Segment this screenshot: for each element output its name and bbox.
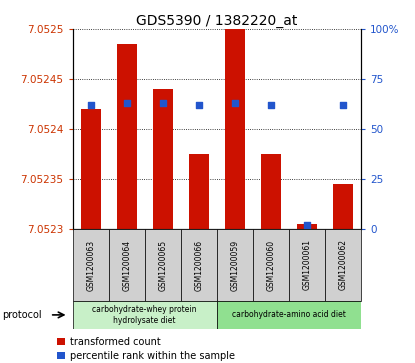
- Text: carbohydrate-amino acid diet: carbohydrate-amino acid diet: [232, 310, 346, 319]
- Point: [340, 102, 347, 108]
- Text: GSM1200060: GSM1200060: [266, 240, 276, 290]
- Bar: [333, 184, 353, 229]
- Bar: [217, 301, 361, 329]
- Point: [123, 100, 130, 106]
- Bar: [225, 4, 245, 229]
- Bar: [253, 229, 289, 301]
- Bar: [289, 229, 325, 301]
- Bar: [153, 89, 173, 229]
- Bar: [145, 229, 181, 301]
- Text: protocol: protocol: [2, 310, 42, 320]
- Text: GSM1200062: GSM1200062: [339, 240, 347, 290]
- Text: GSM1200061: GSM1200061: [303, 240, 312, 290]
- Legend: transformed count, percentile rank within the sample: transformed count, percentile rank withi…: [57, 337, 235, 361]
- Text: GSM1200065: GSM1200065: [158, 240, 167, 290]
- Bar: [297, 224, 317, 229]
- Bar: [117, 44, 137, 229]
- Point: [195, 102, 202, 108]
- Bar: [109, 229, 145, 301]
- Bar: [325, 229, 361, 301]
- Point: [159, 100, 166, 106]
- Bar: [81, 109, 100, 229]
- Point: [268, 102, 274, 108]
- Bar: [217, 229, 253, 301]
- Point: [87, 102, 94, 108]
- Text: carbohydrate-whey protein
hydrolysate diet: carbohydrate-whey protein hydrolysate di…: [93, 305, 197, 325]
- Bar: [189, 154, 209, 229]
- Text: GSM1200066: GSM1200066: [194, 240, 203, 290]
- Text: GSM1200063: GSM1200063: [86, 240, 95, 290]
- Bar: [73, 229, 109, 301]
- Bar: [73, 301, 217, 329]
- Text: GSM1200064: GSM1200064: [122, 240, 131, 290]
- Bar: [261, 154, 281, 229]
- Point: [232, 100, 238, 106]
- Text: GSM1200059: GSM1200059: [230, 240, 239, 290]
- Bar: [181, 229, 217, 301]
- Title: GDS5390 / 1382220_at: GDS5390 / 1382220_at: [136, 14, 298, 28]
- Point: [304, 222, 310, 228]
